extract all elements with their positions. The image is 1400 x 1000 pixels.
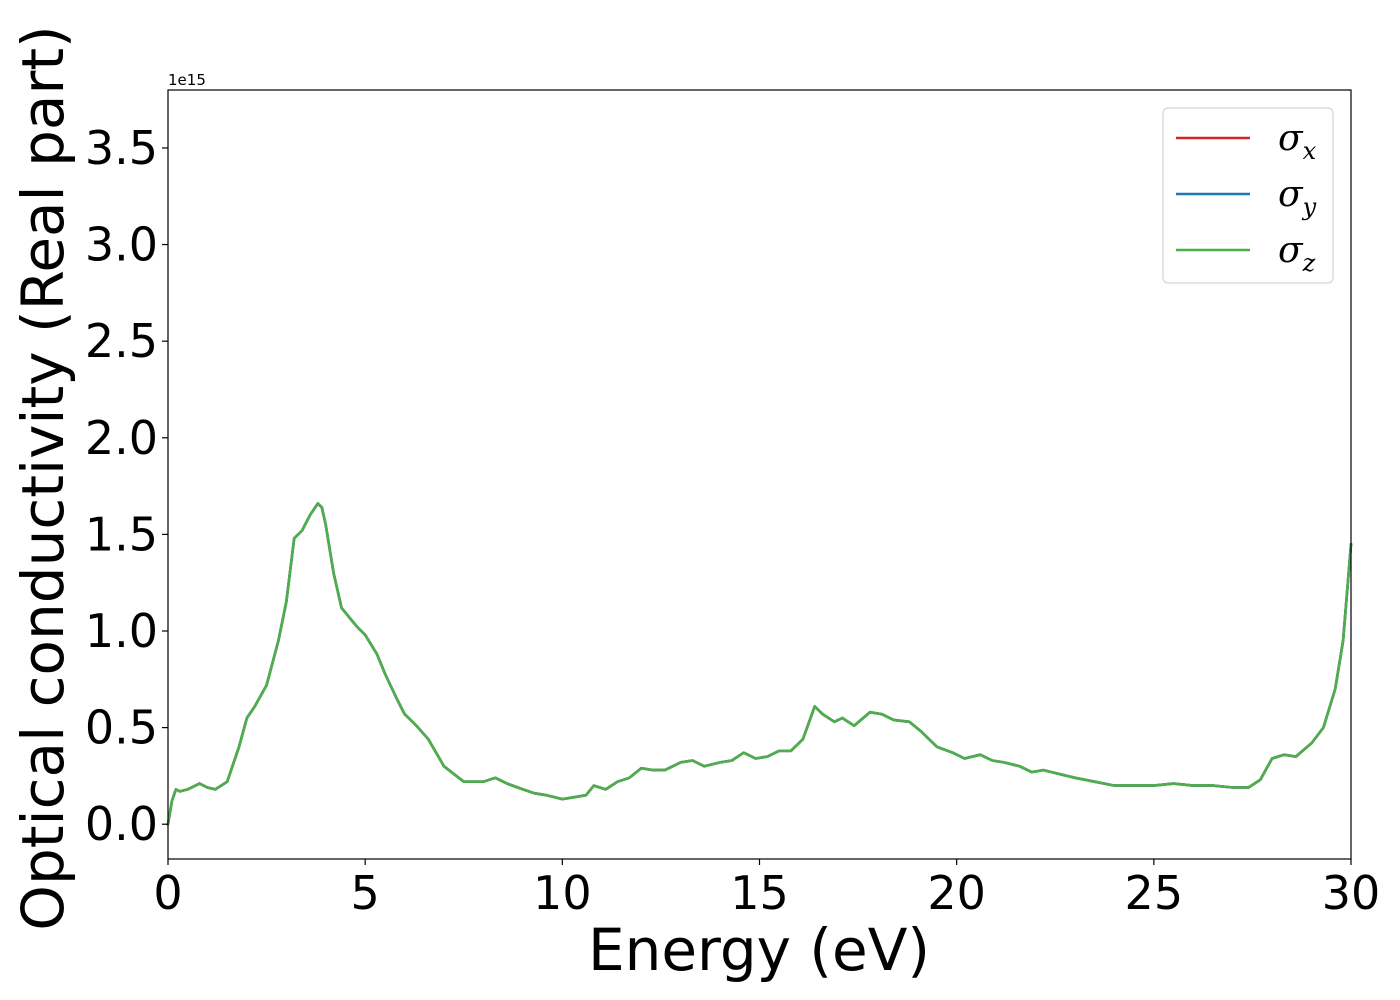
x-tick-label: 5 (351, 866, 380, 920)
x-tick-label: 30 (1322, 866, 1381, 920)
y-tick-label: 2.5 (85, 314, 158, 368)
x-axis-title: Energy (eV) (588, 916, 930, 984)
x-tick-label: 25 (1125, 866, 1184, 920)
legend: σx σy σz (1162, 107, 1334, 284)
legend-label-sigma-y: σy (1278, 174, 1317, 221)
y-tick-label: 0.0 (85, 797, 158, 851)
y-tick-label: 0.5 (85, 701, 158, 755)
legend-label-sigma-z: σz (1278, 230, 1316, 277)
y-offset-label: 1e15 (168, 71, 206, 89)
x-tick-label: 20 (927, 866, 986, 920)
y-tick-label: 2.0 (85, 411, 158, 465)
series-line-sigma-x (166, 502, 1353, 826)
y-axis-title: Optical conductivity (Real part) (9, 25, 77, 930)
y-axis-ticks: 0.0 0.5 1.0 1.5 2.0 2.5 3.0 3.5 (85, 121, 168, 851)
x-tick-label: 15 (730, 866, 789, 920)
y-tick-label: 3.5 (85, 121, 158, 175)
legend-label-sigma-x: σx (1278, 118, 1317, 165)
y-tick-label: 1.5 (85, 507, 158, 561)
series-line-sigma-y (166, 502, 1353, 826)
y-tick-label: 3.0 (85, 218, 158, 272)
x-axis-ticks: 0 5 10 15 20 25 30 (153, 859, 1380, 920)
legend-box (1162, 107, 1334, 284)
x-tick-label: 10 (533, 866, 592, 920)
y-tick-label: 1.0 (85, 604, 158, 658)
series-line-sigma-z (166, 502, 1353, 826)
series-layer (166, 502, 1353, 826)
x-tick-label: 0 (153, 866, 182, 920)
